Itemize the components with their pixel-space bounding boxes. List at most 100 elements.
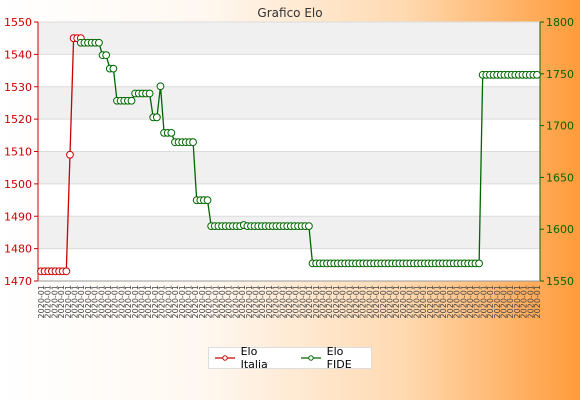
data-point-1: [167, 128, 176, 137]
x-tick-label: 2020-01: [44, 285, 53, 318]
x-tick-label: 2020-01: [285, 285, 294, 318]
x-tick-label: 2020-01: [399, 285, 408, 318]
plot-band: [38, 151, 540, 184]
data-point-1: [127, 96, 136, 105]
y2-tick-label: 1650: [546, 171, 574, 184]
data-point-1: [156, 82, 165, 91]
x-tick-label: 2020-01: [77, 285, 86, 318]
x-tick-label: 2020-01: [184, 285, 193, 318]
y2-tick-label: 1550: [546, 275, 574, 288]
x-tick-label: 2020-01: [251, 285, 260, 318]
x-tick-label: 2020-01: [211, 285, 220, 318]
x-tick-label: 2020-01: [238, 285, 247, 318]
x-tick-label: 2020-01: [245, 285, 254, 318]
x-tick-label: 2020-01: [97, 285, 106, 318]
x-tick-label: 2020-01: [225, 285, 234, 318]
y-tick-label: 1520: [4, 113, 32, 126]
x-tick-label: 2020-01: [144, 285, 153, 318]
x-tick-label: 2020-01: [178, 285, 187, 318]
x-tick-label: 2020-01: [379, 285, 388, 318]
x-tick-label: 2020-01: [499, 285, 508, 318]
x-tick-label: 2020-01: [359, 285, 368, 318]
x-tick-label: 2020-01: [138, 285, 147, 318]
x-tick-label: 2020-01: [131, 285, 140, 318]
x-tick-label: 2020-01: [151, 285, 160, 318]
x-tick-label: 2020-01: [198, 285, 207, 318]
data-point-0: [66, 150, 74, 159]
data-point-1: [102, 51, 111, 60]
data-point-1: [189, 138, 197, 147]
plot-band: [38, 86, 540, 120]
x-tick-label: 2020-01: [158, 285, 167, 318]
legend-swatch-italia: [215, 355, 235, 361]
y-tick-label: 1500: [4, 178, 32, 191]
x-tick-label: 2020-01: [124, 285, 133, 318]
x-tick-label: 2020-01: [84, 285, 93, 318]
legend-item-fide: Elo FIDE: [301, 345, 371, 371]
data-point-0: [62, 267, 71, 276]
x-tick-label: 2020-01: [473, 285, 482, 318]
y-tick-label: 1470: [4, 275, 32, 288]
x-tick-label: 2020-01: [57, 285, 66, 318]
legend-item-italia: Elo Italia: [215, 345, 287, 371]
data-point-1: [203, 196, 212, 205]
x-tick-label: 2020-01: [533, 285, 542, 318]
x-tick-label: 2020-01: [171, 285, 180, 318]
x-tick-label: 2020-01: [459, 285, 468, 318]
chart-title: Grafico Elo: [257, 6, 322, 20]
y-tick-label: 1540: [4, 48, 32, 61]
x-tick-label: 2020-01: [37, 285, 46, 318]
x-tick-label: 2020-01: [352, 285, 361, 318]
x-tick-label: 2020-01: [312, 285, 321, 318]
x-tick-label: 2020-01: [71, 285, 80, 318]
x-tick-label: 2020-01: [332, 285, 341, 318]
x-tick-label: 2020-01: [319, 285, 328, 318]
x-tick-label: 2020-01: [325, 285, 334, 318]
x-tick-label: 2020-01: [265, 285, 274, 318]
x-tick-label: 2020-01: [453, 285, 462, 318]
x-tick-label: 2020-01: [258, 285, 267, 318]
plot-band: [38, 22, 540, 55]
y-tick-label: 1530: [4, 81, 32, 94]
y2-tick-label: 1800: [546, 16, 574, 29]
plot-band: [38, 216, 540, 249]
x-tick-label: 2020-01: [372, 285, 381, 318]
y2-tick-label: 1700: [546, 120, 574, 133]
x-tick-label: 2020-01: [432, 285, 441, 318]
data-point-1: [305, 222, 313, 230]
data-point-1: [109, 64, 118, 73]
x-tick-label: 2020-01: [218, 285, 227, 318]
x-tick-label: 2020-01: [231, 285, 240, 318]
x-tick-label: 2020-01: [205, 285, 214, 318]
x-tick-label: 2020-01: [345, 285, 354, 318]
x-tick-label: 2020-01: [479, 285, 488, 318]
y2-tick-label: 1750: [546, 68, 574, 81]
x-tick-label: 2020-01: [412, 285, 421, 318]
x-tick-label: 2020-01: [298, 285, 307, 318]
chart-legend: Elo Italia Elo FIDE: [208, 345, 372, 371]
x-tick-label: 2020-01: [111, 285, 120, 318]
x-tick-label: 2020-01: [506, 285, 515, 318]
x-tick-label: 2020-01: [426, 285, 435, 318]
x-tick-label: 2020-01: [466, 285, 475, 318]
y2-tick-label: 1600: [546, 223, 574, 236]
y-tick-label: 1490: [4, 210, 32, 223]
x-tick-label: 2020-01: [117, 285, 126, 318]
x-tick-label: 2020-01: [305, 285, 314, 318]
x-tick-label: 2020-01: [493, 285, 502, 318]
x-tick-label: 2020-01: [278, 285, 287, 318]
data-point-1: [152, 113, 161, 122]
y-tick-label: 1480: [4, 243, 32, 256]
data-point-1: [95, 38, 103, 47]
x-tick-label: 2020-01: [64, 285, 73, 318]
x-tick-label: 2020-01: [272, 285, 281, 318]
x-tick-label: 2020-01: [386, 285, 395, 318]
data-point-1: [533, 70, 541, 79]
x-tick-label: 2020-01: [191, 285, 200, 318]
x-tick-label: 2020-01: [419, 285, 428, 318]
x-tick-label: 2020-01: [406, 285, 415, 318]
x-tick-label: 2020-01: [292, 285, 301, 318]
x-tick-label: 2020-01: [91, 285, 100, 318]
x-tick-label: 2020-01: [526, 285, 535, 318]
